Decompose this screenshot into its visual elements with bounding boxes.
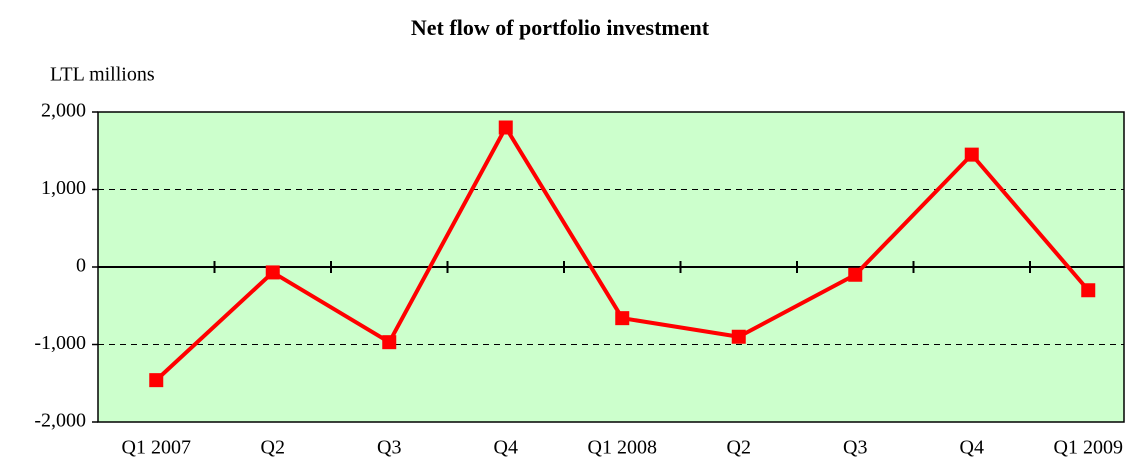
- marker: [848, 267, 863, 282]
- marker: [615, 311, 630, 326]
- marker: [149, 373, 164, 388]
- marker: [265, 265, 280, 280]
- y-axis-label: LTL millions: [50, 64, 155, 86]
- x-tick-label: Q2: [727, 437, 751, 459]
- x-tick-label: Q1 2009: [1054, 437, 1123, 459]
- x-tick-label: Q4: [960, 437, 984, 459]
- y-tick-label: 0: [76, 255, 86, 277]
- marker: [382, 335, 397, 350]
- y-tick-label: 1,000: [41, 177, 86, 199]
- marker: [964, 147, 979, 162]
- x-tick-label: Q1 2008: [588, 437, 657, 459]
- marker: [731, 329, 746, 344]
- x-tick-label: Q1 2007: [122, 437, 191, 459]
- x-tick-label: Q2: [261, 437, 285, 459]
- x-tick-label: Q4: [494, 437, 518, 459]
- marker: [1081, 283, 1096, 298]
- y-tick-label: -1,000: [34, 332, 86, 354]
- x-tick-label: Q3: [377, 437, 401, 459]
- chart-title: Net flow of portfolio investment: [411, 15, 710, 40]
- marker: [498, 120, 513, 135]
- y-tick-label: -2,000: [34, 410, 86, 432]
- x-tick-label: Q3: [843, 437, 867, 459]
- y-tick-label: 2,000: [41, 100, 86, 122]
